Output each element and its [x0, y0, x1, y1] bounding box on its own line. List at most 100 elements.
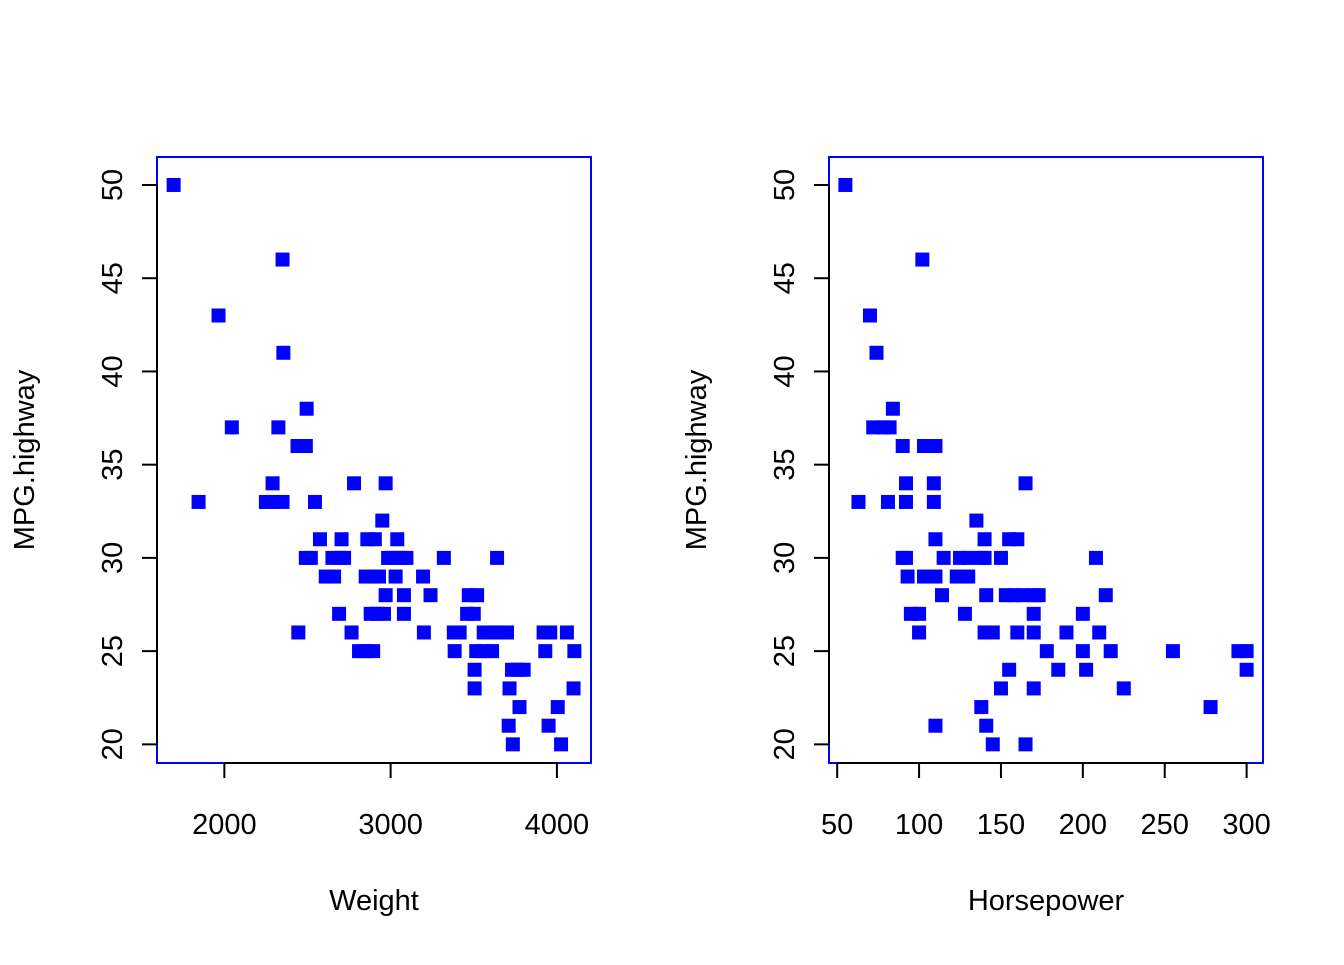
- data-point: [928, 569, 943, 584]
- data-point: [961, 569, 976, 584]
- data-point: [332, 606, 347, 621]
- data-point: [1031, 588, 1046, 603]
- data-point: [1098, 588, 1113, 603]
- data-point: [490, 550, 505, 565]
- data-point: [915, 252, 930, 267]
- data-point: [303, 550, 318, 565]
- data-point: [467, 681, 482, 696]
- data-point: [312, 532, 327, 547]
- data-point: [554, 737, 569, 752]
- data-point: [862, 308, 877, 323]
- data-point: [388, 569, 403, 584]
- data-point: [1018, 737, 1033, 752]
- data-point: [291, 625, 306, 640]
- data-point: [1018, 476, 1033, 491]
- data-point: [979, 588, 994, 603]
- data-point: [895, 439, 910, 454]
- data-point: [559, 625, 574, 640]
- y-tick-label: 35: [769, 449, 801, 481]
- data-point: [543, 625, 558, 640]
- x-tick-label: 300: [1222, 809, 1270, 841]
- y-tick-label: 30: [97, 542, 129, 574]
- data-point: [1010, 625, 1025, 640]
- data-point: [347, 476, 362, 491]
- data-point: [367, 532, 382, 547]
- y-tick-label: 45: [769, 262, 801, 294]
- data-point: [371, 569, 386, 584]
- data-point: [399, 550, 414, 565]
- data-point: [1239, 644, 1254, 659]
- x-tick-label: 3000: [358, 809, 423, 841]
- data-point: [396, 606, 411, 621]
- y-tick-label: 50: [97, 169, 129, 201]
- data-point: [390, 532, 405, 547]
- y-tick-label: 20: [97, 728, 129, 760]
- data-point: [224, 420, 239, 435]
- data-point: [396, 588, 411, 603]
- data-point: [307, 494, 322, 509]
- data-point: [912, 606, 927, 621]
- data-point: [979, 718, 994, 733]
- data-point: [512, 700, 527, 715]
- data-point: [327, 569, 342, 584]
- data-point: [505, 737, 520, 752]
- data-point: [416, 569, 431, 584]
- data-point: [885, 401, 900, 416]
- data-point: [436, 550, 451, 565]
- data-point: [485, 644, 500, 659]
- data-point: [466, 606, 481, 621]
- data-point: [1203, 700, 1218, 715]
- data-point: [985, 625, 1000, 640]
- y-tick-label: 40: [769, 355, 801, 387]
- data-point: [452, 625, 467, 640]
- data-point: [1015, 588, 1030, 603]
- y-tick-label: 20: [769, 728, 801, 760]
- x-tick-label: 4000: [525, 809, 590, 841]
- data-point: [1075, 644, 1090, 659]
- data-point: [550, 700, 565, 715]
- data-point: [916, 569, 931, 584]
- data-point: [969, 513, 984, 528]
- data-point: [265, 476, 280, 491]
- y-tick-label: 30: [769, 542, 801, 574]
- data-point: [375, 513, 390, 528]
- data-point: [1116, 681, 1131, 696]
- y-tick-label: 25: [769, 635, 801, 667]
- data-point: [928, 532, 943, 547]
- data-point: [912, 625, 927, 640]
- data-point: [900, 569, 915, 584]
- data-point: [1026, 625, 1041, 640]
- plot-box: [828, 156, 1264, 764]
- data-point: [851, 494, 866, 509]
- x-tick-label: 200: [1059, 809, 1107, 841]
- data-point: [334, 532, 349, 547]
- y-tick-label: 40: [97, 355, 129, 387]
- data-point: [1239, 662, 1254, 677]
- data-point: [538, 644, 553, 659]
- y-tick-label: 45: [97, 262, 129, 294]
- data-point: [1026, 606, 1041, 621]
- data-point: [993, 681, 1008, 696]
- data-point: [276, 345, 291, 360]
- data-point: [344, 625, 359, 640]
- data-point: [993, 550, 1008, 565]
- data-point: [366, 644, 381, 659]
- data-point: [1079, 662, 1094, 677]
- data-point: [566, 681, 581, 696]
- data-point: [423, 588, 438, 603]
- data-point: [977, 550, 992, 565]
- x-tick-label: 50: [821, 809, 853, 841]
- data-point: [337, 550, 352, 565]
- data-point: [898, 550, 913, 565]
- y-axis-label: MPG.highway: [681, 369, 713, 550]
- x-tick-label: 150: [977, 809, 1025, 841]
- data-point: [935, 588, 950, 603]
- y-tick-label: 35: [97, 449, 129, 481]
- data-point: [299, 401, 314, 416]
- data-point: [928, 718, 943, 733]
- data-point: [166, 177, 181, 192]
- y-tick-label: 25: [97, 635, 129, 667]
- data-point: [500, 625, 515, 640]
